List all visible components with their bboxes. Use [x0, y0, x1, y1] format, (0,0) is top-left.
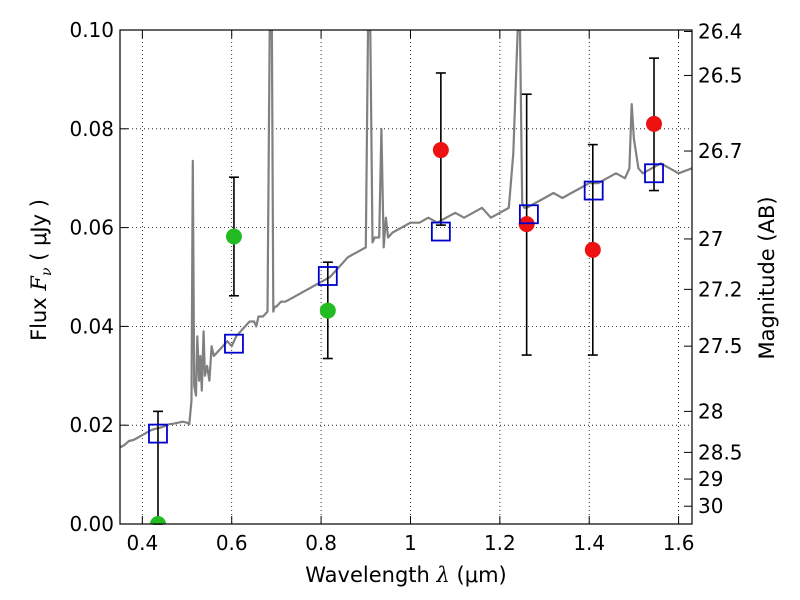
- x-tick-label: 1: [404, 531, 417, 555]
- right-tick-label: 30: [698, 494, 723, 518]
- y-tick-label: 0.06: [69, 216, 114, 240]
- observed-point-green: [225, 228, 242, 245]
- x-tick-label: 1.6: [663, 531, 695, 555]
- right-tick-label: 26.4: [698, 19, 743, 43]
- model-spectrum-line: [120, 30, 692, 449]
- observed-point-green: [149, 516, 166, 524]
- model-photometry-box: [148, 423, 168, 444]
- model-photometry-box: [430, 221, 451, 242]
- right-tick-label: 27.2: [698, 277, 743, 301]
- observed-point-red: [584, 241, 601, 258]
- right-tick-label: 28.5: [698, 440, 743, 464]
- right-tick-labels: 26.4 26.5 26.7 27 27.2 27.5 28 28.5 29 30: [698, 19, 743, 518]
- y-tick-label: 0.00: [69, 512, 114, 536]
- y-tick-label: 0.02: [69, 413, 114, 437]
- x-tick-label: 1.4: [573, 531, 605, 555]
- model-photometry-box: [644, 163, 664, 184]
- right-axis-title: Magnitude (AB): [755, 196, 779, 359]
- x-axis-title: Wavelength λ (μm): [305, 563, 506, 587]
- y-tick-label: 0.10: [69, 18, 114, 42]
- y-axis-title: Flux Fν ( μJy ): [27, 199, 55, 341]
- right-tick-label: 28: [698, 399, 723, 423]
- y-tick-label: 0.08: [69, 117, 114, 141]
- model-photometry-group: [148, 163, 664, 444]
- right-tick-label: 27.5: [698, 334, 743, 358]
- y-tick-labels: 0.00 0.02 0.04 0.06 0.08 0.10: [69, 18, 114, 536]
- right-tick-label: 29: [698, 467, 723, 491]
- plot-frame: [119, 29, 693, 525]
- observed-points-group: [149, 115, 663, 524]
- x-tick-label: 0.8: [305, 531, 337, 555]
- model-spectrum-group: [120, 30, 692, 449]
- model-photometry-box: [583, 180, 604, 201]
- right-tick-label: 27: [698, 227, 723, 251]
- right-tick-label: 26.7: [698, 139, 743, 163]
- model-photometry-box: [317, 266, 338, 286]
- observed-point-red: [432, 142, 449, 159]
- model-photometry-box: [518, 204, 539, 225]
- model-photometry-box: [224, 333, 244, 354]
- y-tick-label: 0.04: [69, 314, 114, 338]
- x-tick-label: 0.4: [126, 531, 158, 555]
- observed-point-red: [646, 115, 663, 132]
- right-tick-label: 26.5: [698, 63, 743, 87]
- observed-point-green: [319, 302, 336, 319]
- axis-ticks: [120, 29, 692, 525]
- x-tick-labels: 0.4 0.6 0.8 1 1.2 1.4 1.6: [126, 531, 694, 555]
- x-tick-label: 0.6: [216, 531, 248, 555]
- x-tick-label: 1.2: [484, 531, 516, 555]
